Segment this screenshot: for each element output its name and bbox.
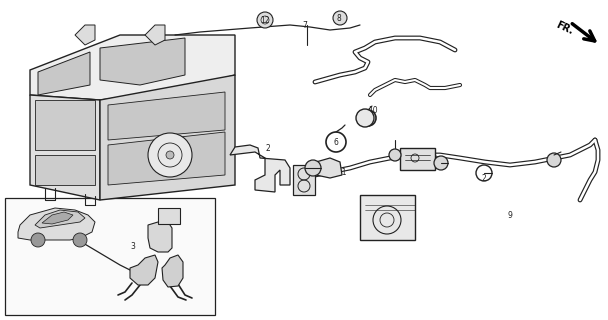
Polygon shape: [38, 52, 90, 95]
Text: 2: 2: [438, 158, 443, 167]
Circle shape: [434, 156, 448, 170]
Polygon shape: [35, 100, 95, 150]
Text: FR.: FR.: [554, 20, 575, 36]
Polygon shape: [30, 35, 235, 100]
Bar: [158, 208, 180, 224]
Text: 2: 2: [362, 114, 367, 123]
Text: 2: 2: [266, 143, 271, 153]
Polygon shape: [18, 208, 95, 240]
Text: 2: 2: [482, 173, 486, 182]
Circle shape: [257, 12, 273, 28]
Polygon shape: [145, 25, 165, 45]
Polygon shape: [35, 155, 95, 185]
Polygon shape: [75, 25, 95, 45]
Polygon shape: [35, 210, 85, 228]
Text: 8: 8: [337, 13, 341, 22]
Text: 12: 12: [260, 15, 270, 25]
Text: 2: 2: [551, 156, 556, 164]
Circle shape: [389, 149, 401, 161]
Circle shape: [73, 233, 87, 247]
Polygon shape: [148, 222, 172, 252]
Text: 7: 7: [303, 20, 308, 29]
Bar: [400, 148, 435, 170]
Polygon shape: [108, 92, 225, 140]
Polygon shape: [162, 255, 183, 287]
Circle shape: [356, 109, 374, 127]
Circle shape: [148, 133, 192, 177]
Text: 13: 13: [390, 150, 400, 159]
Polygon shape: [100, 75, 235, 200]
Polygon shape: [316, 158, 342, 178]
Text: 4: 4: [432, 149, 437, 158]
Polygon shape: [108, 132, 225, 185]
Polygon shape: [30, 95, 100, 200]
Polygon shape: [130, 255, 158, 285]
Text: 6: 6: [334, 138, 339, 147]
Circle shape: [333, 11, 347, 25]
Bar: [293, 165, 315, 195]
Text: 5: 5: [385, 228, 390, 237]
Circle shape: [305, 160, 321, 176]
Text: 11: 11: [337, 167, 347, 177]
Text: 10: 10: [368, 106, 378, 115]
Bar: [360, 195, 415, 240]
Bar: [5, 198, 215, 315]
Circle shape: [31, 233, 45, 247]
Polygon shape: [230, 145, 290, 192]
Text: 1: 1: [308, 180, 313, 189]
Polygon shape: [100, 38, 185, 85]
Text: 3: 3: [131, 242, 136, 251]
Text: 9: 9: [508, 211, 513, 220]
Circle shape: [166, 151, 174, 159]
Polygon shape: [42, 212, 73, 224]
Circle shape: [547, 153, 561, 167]
